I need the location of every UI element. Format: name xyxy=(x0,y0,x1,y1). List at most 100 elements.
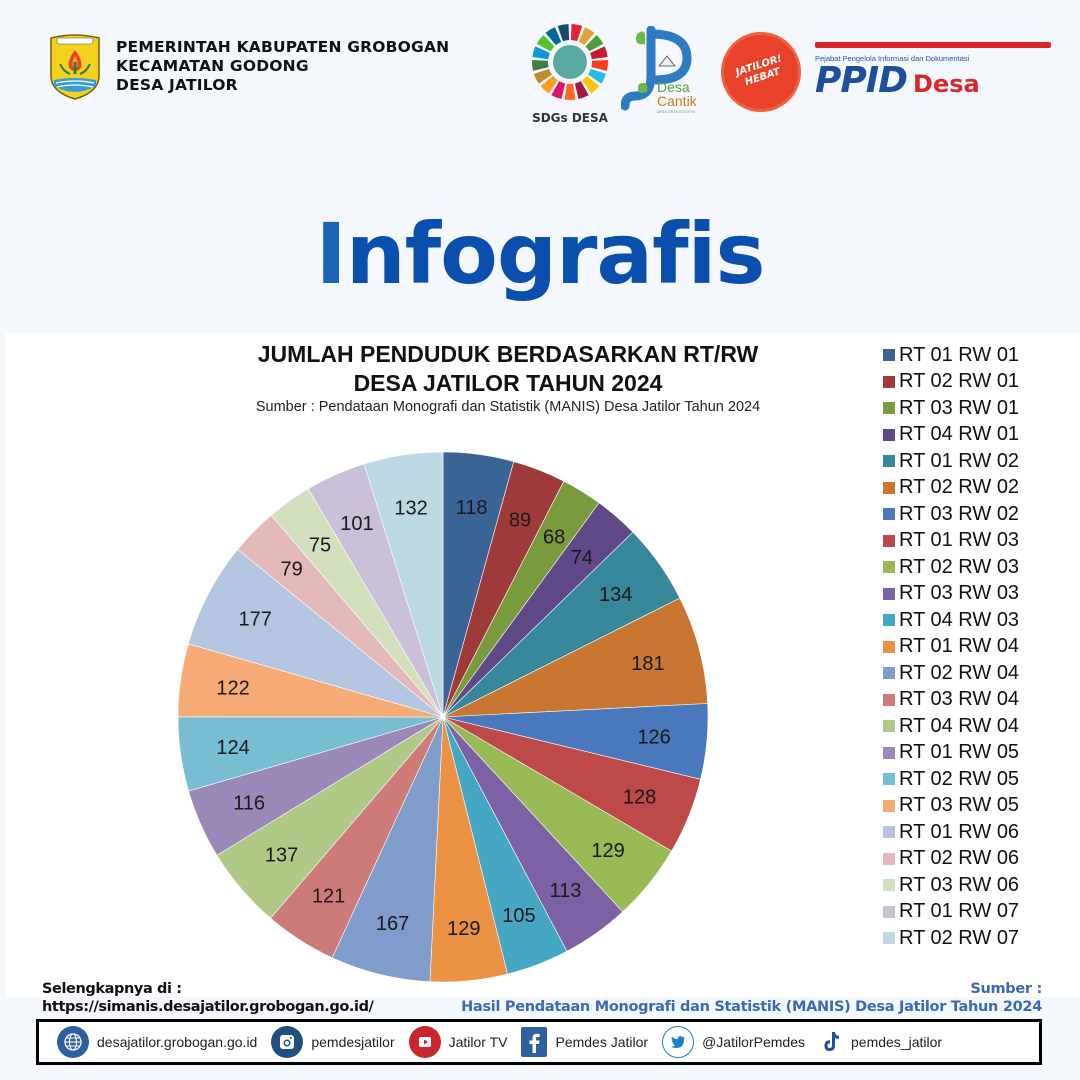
pie-slice-label: 89 xyxy=(509,509,531,531)
legend-swatch xyxy=(883,534,895,547)
social-link-tiktok[interactable]: pemdes_jatilor xyxy=(819,1026,942,1058)
legend-label: RT 03 RW 05 xyxy=(899,794,1020,817)
youtube-icon xyxy=(408,1026,441,1058)
legend-item: RT 01 RW 02 xyxy=(883,448,1019,475)
chart-title-line-1: JUMLAH PENDUDUK BERDASARKAN RT/RW xyxy=(257,341,759,367)
legend-label: RT 01 RW 01 xyxy=(899,343,1020,366)
desa-cantik-tagline: DESA CINTA STATISTIK xyxy=(657,110,696,114)
legend-swatch xyxy=(883,508,895,521)
pie-slice xyxy=(363,451,444,718)
pie-slice-label: 122 xyxy=(216,677,249,699)
ppid-tagline: Pejabat Pengelola Informasi dan Dokument… xyxy=(815,54,970,63)
social-label: pemdes_jatilor xyxy=(851,1034,943,1050)
pie-slice-label: 129 xyxy=(447,918,480,940)
pie-slice-label: 181 xyxy=(631,653,664,675)
chart-legend: RT 01 RW 01 RT 02 RW 01 RT 03 RW 01 RT 04 R… xyxy=(883,342,1019,952)
page-title-rest: nfografis xyxy=(345,205,766,303)
legend-swatch xyxy=(883,879,895,892)
legend-swatch xyxy=(883,640,895,653)
social-link-facebook[interactable]: Pemdes Jatilor xyxy=(521,1027,648,1057)
pie-slice-label: 177 xyxy=(239,609,272,631)
ppid-desa-text: Desa xyxy=(913,70,980,98)
legend-swatch xyxy=(883,799,895,812)
desa-cantik-logo: Desa Cantik DESA CINTA STATISTIK xyxy=(620,25,705,122)
legend-label: RT 03 RW 06 xyxy=(899,873,1020,896)
pie-slice-label: 129 xyxy=(591,840,624,862)
government-name: PEMERINTAH KABUPATEN GROBOGAN KECAMATAN … xyxy=(116,38,449,95)
legend-swatch xyxy=(883,375,895,388)
pie-slice-label: 132 xyxy=(394,497,427,519)
legend-label: RT 04 RW 03 xyxy=(899,608,1020,631)
pie-slice-label: 134 xyxy=(599,584,632,606)
more-info-label: Selengkapnya di : xyxy=(42,981,182,997)
social-label: pemdesjatilor xyxy=(311,1034,395,1050)
legend-item: RT 02 RW 07 xyxy=(883,925,1019,952)
legend-label: RT 02 RW 01 xyxy=(899,370,1020,393)
pie-slice-label: 68 xyxy=(543,526,565,548)
social-link-youtube[interactable]: Jatilor TV xyxy=(408,1026,508,1058)
legend-swatch xyxy=(883,614,895,627)
chart-title: JUMLAH PENDUDUK BERDASARKAN RT/RW DESA J… xyxy=(183,340,833,398)
legend-item: RT 03 RW 04 xyxy=(883,687,1019,714)
legend-item: RT 04 RW 03 xyxy=(883,607,1019,634)
legend-label: RT 02 RW 03 xyxy=(899,555,1020,578)
legend-item: RT 01 RW 06 xyxy=(883,819,1019,846)
legend-item: RT 01 RW 05 xyxy=(883,740,1019,767)
gov-line-district: KECAMATAN GODONG xyxy=(116,57,309,75)
desa-cantik-text-2: Cantik xyxy=(657,93,697,109)
desa-cantik-text-1: Desa xyxy=(657,79,690,95)
jatilor-hebat-logo: JATILOR! HEBAT xyxy=(721,32,801,112)
social-label: Jatilor TV xyxy=(448,1034,508,1050)
twitter-icon xyxy=(662,1026,695,1058)
pie-slice-label: 128 xyxy=(623,786,656,808)
social-link-twitter[interactable]: @JatilorPemdes xyxy=(662,1026,805,1058)
legend-item: RT 03 RW 03 xyxy=(883,581,1019,608)
facebook-icon xyxy=(521,1027,548,1057)
legend-label: RT 02 RW 04 xyxy=(899,661,1020,684)
instagram-icon xyxy=(271,1026,304,1058)
legend-label: RT 01 RW 05 xyxy=(899,741,1020,764)
legend-item: RT 02 RW 05 xyxy=(883,766,1019,793)
pie-slice xyxy=(442,597,708,718)
source-note: Sumber : Hasil Pendataan Monografi dan S… xyxy=(461,980,1042,1016)
pie-slice-label: 74 xyxy=(571,547,593,569)
social-link-globe[interactable]: desajatilor.grobogan.go.id xyxy=(57,1026,257,1058)
legend-label: RT 01 RW 07 xyxy=(899,900,1020,923)
legend-swatch xyxy=(883,720,895,733)
page-title: Infografis xyxy=(0,205,1080,303)
legend-swatch xyxy=(883,455,895,468)
pie-slice-label: 167 xyxy=(376,913,409,935)
page-title-first-letter: I xyxy=(315,205,347,303)
legend-swatch xyxy=(883,746,895,759)
legend-label: RT 03 RW 04 xyxy=(899,688,1020,711)
legend-swatch xyxy=(883,481,895,494)
legend-swatch xyxy=(883,349,895,362)
chart-subtitle: Sumber : Pendataan Monografi dan Statist… xyxy=(255,399,761,415)
legend-label: RT 04 RW 04 xyxy=(899,714,1020,737)
legend-swatch xyxy=(883,905,895,918)
legend-label: RT 03 RW 03 xyxy=(899,582,1020,605)
pie-slice-label: 113 xyxy=(549,880,581,902)
pie-slice-label: 75 xyxy=(309,534,331,556)
social-label: @JatilorPemdes xyxy=(702,1034,805,1050)
gov-line-regency: PEMERINTAH KABUPATEN GROBOGAN xyxy=(116,38,450,56)
sdgs-label: SDGs DESA xyxy=(532,111,608,125)
legend-label: RT 01 RW 02 xyxy=(899,449,1020,472)
legend-swatch xyxy=(883,826,895,839)
legend-swatch xyxy=(883,587,895,600)
pie-slice-label: 121 xyxy=(312,885,345,907)
legend-swatch xyxy=(883,852,895,865)
social-link-instagram[interactable]: pemdesjatilor xyxy=(271,1026,395,1058)
legend-swatch xyxy=(883,667,895,680)
legend-label: RT 02 RW 05 xyxy=(899,767,1020,790)
legend-item: RT 01 RW 03 xyxy=(883,528,1019,555)
social-label: desajatilor.grobogan.go.id xyxy=(97,1034,258,1050)
social-media-bar: desajatilor.grobogan.go.id pemdesjatilor J… xyxy=(36,1019,1042,1065)
legend-item: RT 04 RW 04 xyxy=(883,713,1019,740)
chart-title-line-2: DESA JATILOR TAHUN 2024 xyxy=(353,370,663,396)
sdgs-desa-logo: SDGs DESA xyxy=(525,22,615,126)
more-info-link[interactable]: https://simanis.desajatilor.grobogan.go.… xyxy=(42,999,374,1015)
legend-item: RT 02 RW 04 xyxy=(883,660,1019,687)
legend-item: RT 03 RW 02 xyxy=(883,501,1019,528)
legend-label: RT 01 RW 06 xyxy=(899,820,1020,843)
